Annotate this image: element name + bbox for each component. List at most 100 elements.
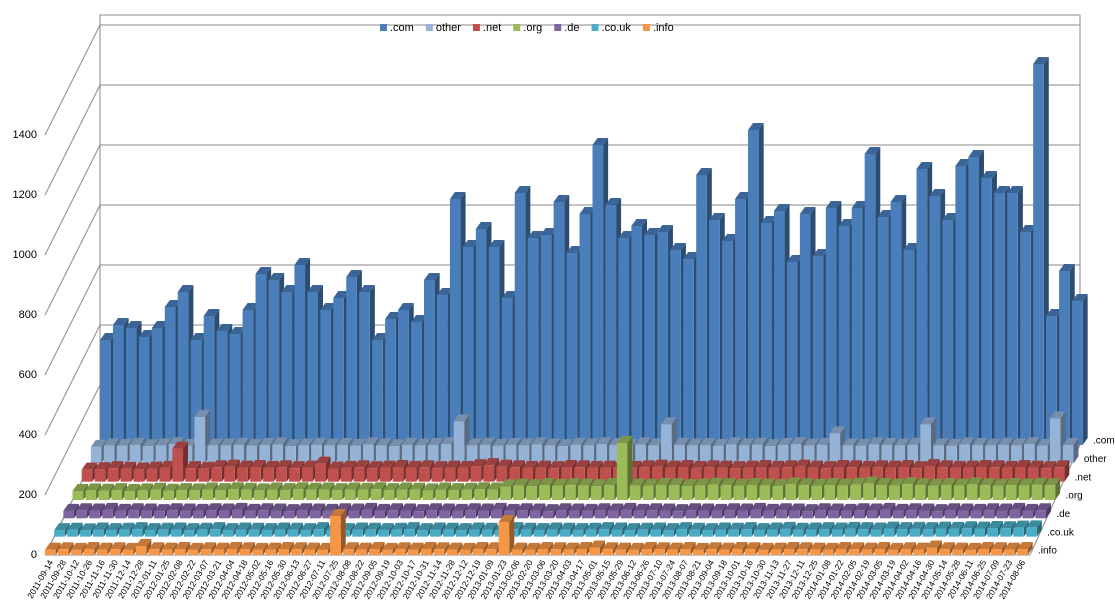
- bar: [566, 253, 578, 445]
- bar-side: [483, 542, 489, 555]
- bar-top: [361, 502, 378, 510]
- bar: [829, 433, 841, 464]
- bar: [313, 529, 325, 537]
- bar-side: [1073, 438, 1079, 464]
- bar: [155, 445, 167, 464]
- bar-top: [572, 523, 589, 531]
- bar-side: [250, 542, 256, 555]
- bar-top: [209, 522, 226, 530]
- bar: [472, 549, 484, 555]
- bar: [76, 510, 87, 519]
- bar: [1017, 549, 1028, 555]
- bar-top: [535, 460, 551, 468]
- bar: [122, 549, 134, 555]
- bar-top: [155, 438, 172, 446]
- bar-top: [602, 542, 618, 550]
- bar-top: [687, 438, 703, 446]
- bar-top: [979, 478, 996, 486]
- bar-top: [825, 201, 842, 208]
- bar-side: [220, 522, 226, 537]
- bar: [418, 467, 430, 482]
- bar-top: [577, 478, 594, 486]
- bar: [970, 510, 982, 519]
- bar-top: [513, 478, 529, 486]
- bar: [933, 445, 944, 464]
- bar-top: [861, 542, 878, 550]
- bar: [148, 549, 160, 555]
- bar: [462, 247, 474, 445]
- bar-top: [796, 542, 813, 550]
- bar: [831, 529, 843, 537]
- bar-top: [418, 460, 435, 468]
- bar-side: [107, 542, 113, 555]
- bar: [568, 510, 580, 519]
- bar: [896, 529, 908, 537]
- bar-top: [751, 437, 768, 445]
- bar-top: [955, 159, 972, 166]
- bar-top: [365, 522, 381, 530]
- bar: [725, 444, 737, 464]
- bar: [654, 549, 665, 555]
- bar: [615, 549, 626, 555]
- bar-top: [1017, 542, 1033, 549]
- bar-top: [407, 542, 424, 550]
- bar: [809, 549, 821, 555]
- bar-top: [215, 483, 231, 491]
- bar-top: [276, 460, 292, 468]
- bar-top: [926, 540, 942, 548]
- bar-top: [1023, 437, 1040, 445]
- bar-top: [811, 478, 827, 486]
- bar: [363, 444, 374, 464]
- bar: [449, 199, 461, 445]
- bar-top: [783, 542, 800, 549]
- bar: [163, 490, 174, 500]
- bar-top: [137, 483, 153, 491]
- bar-side: [686, 522, 692, 537]
- bar: [866, 510, 878, 519]
- bar-top: [304, 542, 320, 550]
- bar-top: [98, 483, 115, 491]
- bar: [981, 178, 992, 445]
- bar-top: [161, 542, 178, 550]
- bar-side: [453, 522, 459, 537]
- bar-side: [820, 542, 826, 555]
- bar: [170, 529, 182, 537]
- bar-top: [237, 460, 253, 468]
- bar-top: [436, 288, 453, 295]
- bar-top: [481, 522, 498, 530]
- bar: [474, 489, 485, 500]
- bar-top: [670, 243, 686, 250]
- bar: [677, 466, 689, 482]
- bar: [81, 469, 93, 482]
- bar: [903, 250, 915, 445]
- bar: [857, 529, 869, 537]
- bar: [392, 466, 404, 482]
- bar: [179, 510, 191, 519]
- bar: [129, 444, 141, 464]
- bar-top: [222, 523, 239, 531]
- bar-top: [724, 503, 740, 511]
- bar-side: [146, 539, 152, 555]
- bar: [978, 549, 989, 555]
- bar-top: [1007, 186, 1023, 193]
- bar-top: [589, 540, 605, 548]
- bar-top: [111, 483, 128, 491]
- bar: [770, 549, 782, 555]
- bar-top: [72, 484, 89, 491]
- bar: [1013, 527, 1024, 537]
- bar-top: [559, 522, 576, 530]
- bar-top: [511, 542, 528, 550]
- bar: [644, 235, 655, 445]
- bar-top: [106, 523, 122, 531]
- bar-top: [828, 503, 844, 511]
- bar-top: [70, 542, 87, 550]
- bar-top: [1013, 520, 1029, 528]
- bar: [742, 467, 754, 482]
- bar-top: [892, 503, 909, 511]
- bar-top: [718, 542, 735, 550]
- bar-top: [773, 204, 790, 211]
- bar-top: [1009, 502, 1026, 510]
- bar: [1035, 510, 1047, 519]
- bar-top: [707, 477, 724, 485]
- bar-top: [470, 459, 487, 467]
